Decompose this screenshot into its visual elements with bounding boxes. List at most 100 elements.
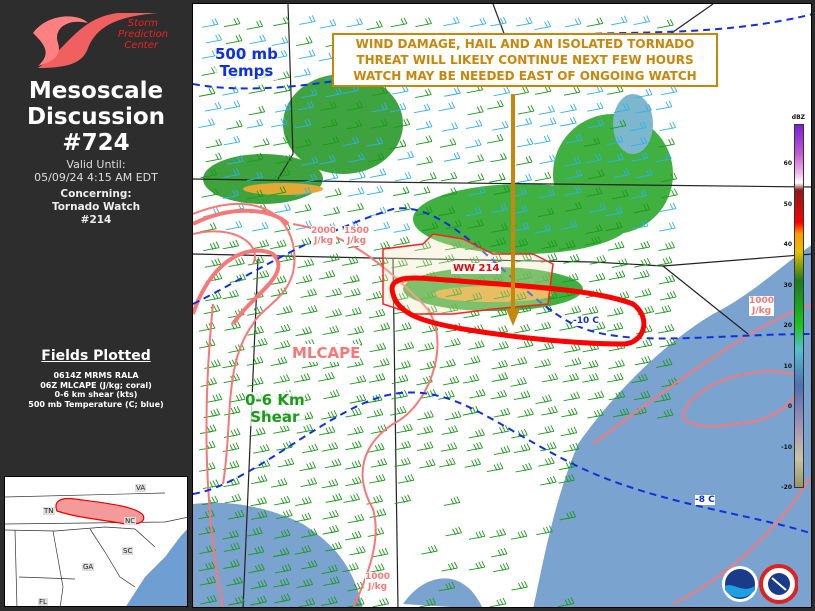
wind-barb: [366, 136, 384, 147]
wind-barb: [324, 458, 342, 469]
wind-barb: [366, 408, 384, 419]
wind-barb: [606, 322, 624, 332]
wind-barb: [368, 442, 385, 453]
wind-barb: [318, 425, 336, 436]
wind-barb: [658, 138, 675, 148]
wind-barb: [515, 271, 533, 281]
wind-barb: [490, 308, 508, 318]
colorbar-tick: 40: [783, 241, 792, 249]
main-map: WIND DAMAGE, HAIL AND AN ISOLATED TORNAD…: [192, 3, 812, 608]
wind-barb: [493, 289, 511, 300]
wind-barb: [587, 390, 605, 401]
sidebar: Storm Prediction Center Mesoscale Discussi…: [0, 0, 192, 611]
wind-barb: [512, 86, 530, 96]
wind-barb: [465, 138, 482, 149]
wind-barb: [633, 269, 650, 280]
wind-barb: [467, 154, 485, 164]
cape-1500-label: 1500 J/kg: [344, 226, 370, 246]
wind-barb: [516, 137, 534, 148]
wind-barb: [444, 410, 462, 421]
wind-barb: [205, 138, 223, 149]
wind-barb: [270, 275, 287, 286]
wind-barb: [205, 33, 223, 44]
wind-barb: [205, 393, 223, 403]
wind-barb: [298, 49, 316, 59]
wind-barb: [253, 444, 270, 454]
wind-barb: [274, 563, 292, 574]
wind-barb: [633, 15, 651, 25]
wind-barb: [294, 186, 312, 197]
wind-barb: [517, 104, 535, 115]
wind-barb: [246, 152, 264, 163]
arrow-head: [506, 309, 520, 326]
wind-barb: [205, 291, 222, 302]
wind-barb: [366, 20, 383, 31]
colorbar-tick: -20: [781, 484, 792, 491]
wind-barb: [246, 118, 264, 129]
wind-barb: [655, 152, 672, 163]
wind-barb: [493, 445, 511, 456]
wind-barb: [438, 254, 455, 264]
wind-barb: [512, 221, 530, 232]
title-line: Discussion: [26, 104, 166, 130]
wind-barb: [394, 360, 411, 371]
wind-barb: [223, 135, 241, 146]
wind-barb: [224, 405, 241, 416]
wind-barb: [415, 120, 433, 131]
wind-barb: [468, 186, 486, 196]
wind-barb: [227, 155, 244, 165]
wind-barb: [657, 18, 674, 29]
wind-barb: [200, 424, 217, 435]
wind-barb: [414, 241, 432, 251]
agency-logos: [722, 564, 798, 604]
shear-label: 0-6 Km Shear: [245, 392, 305, 426]
wind-barb: [607, 372, 624, 383]
wind-barb: [321, 171, 339, 182]
state-label: VA: [135, 484, 147, 492]
colorbar-tick: 0: [787, 403, 792, 411]
watch-label: WW 214: [451, 263, 502, 274]
wind-barb: [490, 152, 507, 163]
wind-barb: [301, 88, 318, 99]
logo-line: Prediction: [118, 29, 169, 40]
wind-barb: [564, 357, 582, 367]
wind-barb: [463, 308, 480, 319]
wind-barb: [321, 596, 338, 606]
wind-barb: [273, 577, 290, 588]
wind-barb: [586, 224, 603, 234]
wind-barb: [223, 17, 241, 28]
wind-barb: [252, 239, 270, 250]
wind-barb: [297, 258, 315, 269]
wind-barb: [348, 186, 365, 197]
wind-barb: [369, 168, 387, 178]
wind-barb: [611, 258, 629, 268]
wind-barb: [416, 155, 433, 166]
wind-barb: [347, 513, 365, 524]
wind-barb: [347, 425, 364, 436]
wind-barb: [661, 188, 678, 199]
wind-barb: [490, 547, 508, 558]
wind-barb: [441, 561, 458, 572]
wind-barb: [417, 342, 435, 352]
wind-barb: [633, 240, 651, 251]
colorbar-unit: dBZ: [791, 114, 805, 121]
wind-barb: [365, 290, 383, 301]
wind-barb: [493, 562, 510, 573]
wind-barb: [301, 156, 319, 166]
wind-barb: [346, 101, 363, 111]
wind-barb: [441, 425, 458, 435]
wind-barb: [342, 136, 360, 147]
wind-barb: [563, 391, 581, 402]
wind-barb: [468, 340, 485, 350]
wind-barb: [445, 219, 462, 230]
field-item: 500 mb Temperature (C; blue): [28, 399, 164, 409]
wind-barb: [589, 202, 607, 213]
wind-barb: [415, 135, 433, 145]
wind-barb: [389, 139, 407, 150]
wind-barb: [634, 288, 652, 298]
wind-barb: [468, 428, 485, 439]
wind-barb: [341, 256, 359, 266]
wind-barb: [205, 272, 223, 283]
wind-barb: [274, 529, 291, 539]
wind-barb: [462, 405, 480, 416]
